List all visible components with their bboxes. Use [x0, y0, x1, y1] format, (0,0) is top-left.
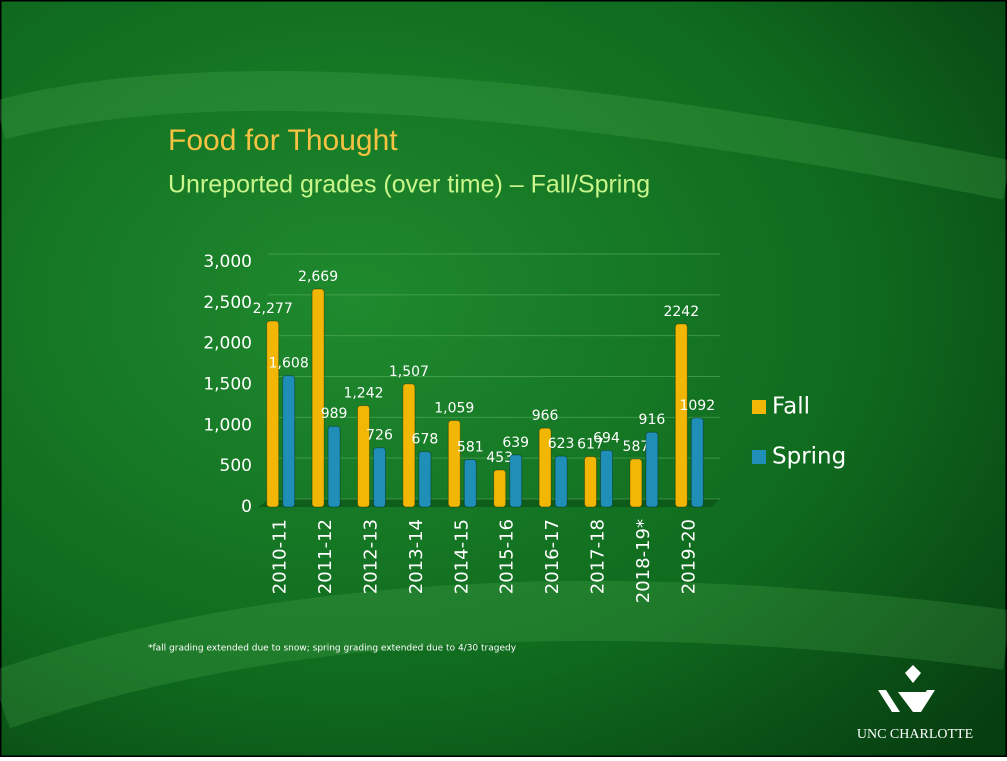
decor-swoosh — [0, 70, 1007, 200]
data-label: 694 — [593, 430, 620, 446]
logo-text: UNC CHARLOTTE — [857, 727, 973, 742]
data-label: 726 — [366, 428, 393, 444]
bar — [447, 420, 461, 508]
x-tick-label: 2011-12 — [315, 519, 336, 594]
bar — [629, 458, 643, 508]
legend-label: Fall — [772, 394, 810, 420]
data-label: 453 — [486, 450, 513, 466]
legend-swatch — [752, 450, 766, 464]
bar — [538, 427, 552, 508]
bar — [463, 459, 477, 508]
data-label: 678 — [412, 432, 439, 448]
data-label: 966 — [532, 408, 559, 424]
logo-mark — [878, 690, 935, 712]
bar — [418, 451, 432, 508]
bar — [311, 288, 325, 508]
y-tick-label: 2,000 — [203, 334, 252, 354]
x-tick-label: 2015-16 — [497, 519, 518, 594]
data-label: 2,669 — [298, 269, 338, 285]
logo-mark — [905, 665, 921, 683]
x-tick-label: 2016-17 — [542, 519, 563, 594]
y-tick-label: 1,500 — [203, 375, 252, 395]
data-label: 1,242 — [343, 386, 383, 402]
bar — [402, 383, 416, 508]
data-label: 1,507 — [389, 364, 429, 380]
data-label: 623 — [548, 436, 575, 452]
x-tick-label: 2012-13 — [361, 519, 382, 594]
y-tick-label: 500 — [220, 456, 252, 476]
slide-subtitle: Unreported grades (over time) – Fall/Spr… — [168, 171, 650, 199]
x-tick-label: 2014-15 — [451, 519, 472, 594]
y-tick-label: 1,000 — [203, 415, 252, 435]
decor-swoosh — [0, 580, 1007, 729]
bar — [645, 431, 659, 508]
y-tick-label: 0 — [241, 497, 252, 517]
bar — [266, 320, 280, 508]
bar — [584, 456, 597, 508]
bar — [509, 454, 523, 508]
data-label: 2242 — [663, 304, 699, 320]
bar — [493, 469, 507, 508]
logo: UNC CHARLOTTE — [857, 665, 973, 742]
legend-swatch — [752, 400, 766, 414]
bar — [373, 447, 386, 508]
data-label: 639 — [502, 435, 529, 451]
bar — [674, 323, 688, 508]
x-tick-label: 2013-14 — [406, 519, 427, 594]
legend-label: Spring — [772, 444, 846, 470]
bar — [282, 375, 296, 508]
data-label: 581 — [457, 440, 484, 456]
data-label: 1,608 — [269, 356, 309, 372]
x-tick-label: 2019-20 — [678, 519, 699, 594]
footnote: *fall grading extended due to snow; spri… — [148, 644, 517, 654]
x-tick-label: 2018-19* — [633, 519, 654, 603]
x-tick-label: 2010-11 — [270, 519, 291, 594]
data-label: 587 — [623, 439, 650, 455]
data-label: 1092 — [679, 398, 715, 414]
y-tick-label: 3,000 — [203, 252, 252, 272]
y-tick-label: 2,500 — [203, 293, 252, 313]
data-label: 1,059 — [434, 401, 474, 417]
bar — [357, 405, 370, 508]
bar — [600, 449, 613, 508]
data-label: 989 — [321, 406, 348, 422]
data-label: 2,277 — [253, 301, 293, 317]
slide-title: Food for Thought — [168, 124, 398, 157]
bar — [554, 455, 568, 508]
bar — [327, 425, 341, 508]
bar — [690, 417, 704, 508]
data-label: 916 — [639, 412, 666, 428]
x-tick-label: 2017-18 — [588, 519, 609, 594]
data-label: 617 — [577, 437, 604, 453]
